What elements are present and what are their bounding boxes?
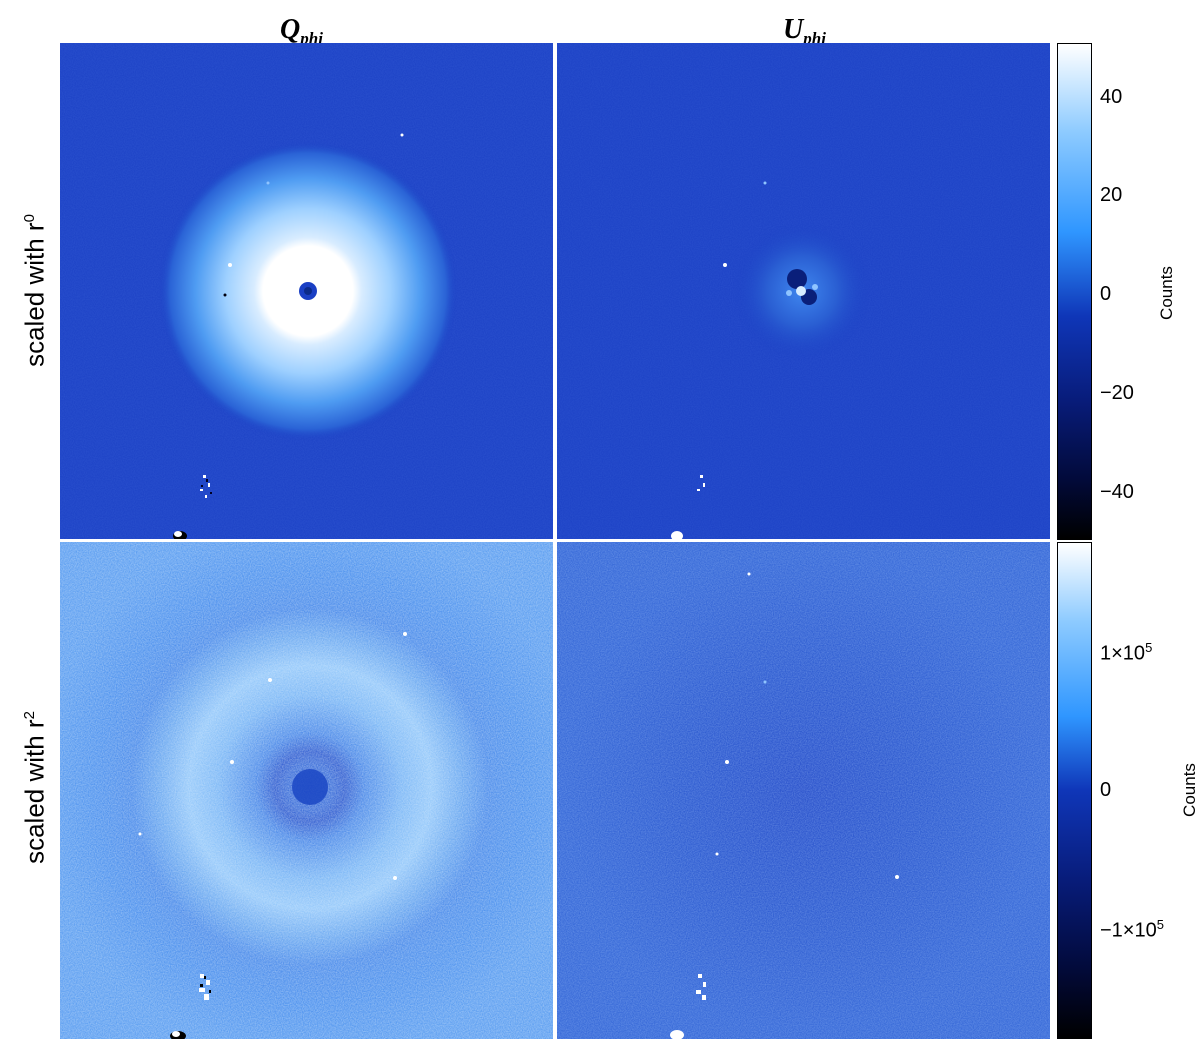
colorbar-bottom-tick-pos: 1×105 — [1100, 640, 1152, 666]
row-label-top: scaled with r0 — [20, 181, 51, 401]
row-label-top-text: scaled with r — [19, 222, 50, 367]
colorbar-bottom-tick-zero-mantissa: 0 — [1100, 779, 1112, 801]
colorbar-top-tick-neg40: −40 — [1100, 481, 1134, 503]
image-qphi-r2 — [60, 542, 553, 1039]
colorbar-bottom-tick-zero: 0 — [1100, 779, 1111, 802]
row-label-bottom-exponent: 2 — [20, 711, 38, 720]
row-label-bottom-text: scaled with r — [19, 719, 50, 864]
colorbar-bottom-tick-neg-exponent: 5 — [1156, 917, 1164, 932]
colorbar-top-label: Counts — [1156, 266, 1176, 320]
colorbar-top-tick-neg20: −20 — [1100, 382, 1134, 404]
column-title-qphi-base: Q — [280, 14, 301, 45]
colorbar-bottom — [1057, 542, 1092, 1039]
colorbar-bottom-label: Counts — [1179, 763, 1199, 817]
column-title-uphi-base: U — [783, 14, 804, 45]
image-uphi-r2 — [557, 542, 1050, 1039]
image-uphi-r0 — [557, 43, 1050, 540]
row-label-bottom: scaled with r2 — [20, 678, 51, 898]
colorbar-top-tick-40: 40 — [1100, 86, 1123, 108]
colorbar-bottom-tick-pos-mantissa: 1×10 — [1100, 642, 1146, 665]
row-label-top-exponent: 0 — [20, 214, 38, 223]
colorbar-top-tick-0: 0 — [1100, 283, 1112, 305]
colorbar-bottom-tick-neg: −1×105 — [1100, 917, 1164, 943]
colorbar-top-tick-20: 20 — [1100, 184, 1123, 206]
colorbar-bottom-tick-pos-exponent: 5 — [1145, 640, 1153, 655]
colorbar-top — [1057, 43, 1092, 540]
colorbar-bottom-tick-neg-mantissa: −1×10 — [1100, 919, 1157, 942]
horizontal-divider — [60, 539, 1050, 542]
image-qphi-r0 — [60, 43, 553, 540]
